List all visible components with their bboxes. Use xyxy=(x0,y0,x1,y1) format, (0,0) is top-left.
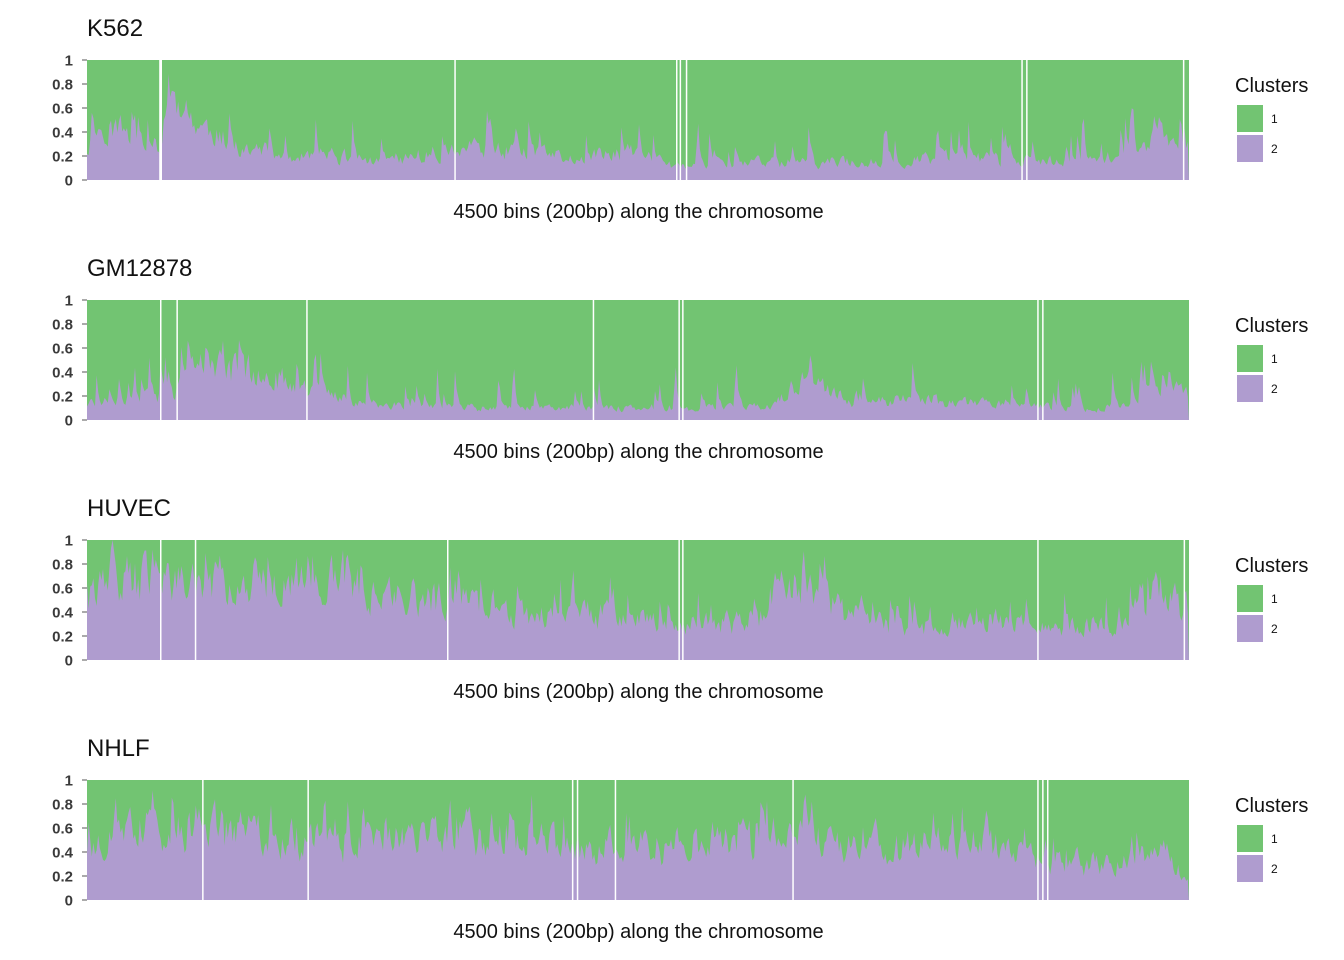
panel-title: NHLF xyxy=(87,735,150,762)
legend-key-1 xyxy=(1237,345,1263,372)
y-tick-label: 0.8 xyxy=(52,797,73,814)
gap-bin xyxy=(447,540,449,660)
y-tick-label: 0 xyxy=(65,653,73,670)
legend-key-1 xyxy=(1237,105,1263,132)
legend: Clusters 1 2 xyxy=(1235,75,1308,162)
gap-bin xyxy=(194,540,197,660)
gap-bin xyxy=(685,60,688,180)
y-tick-label: 1 xyxy=(65,533,73,550)
x-axis-label: 4500 bins (200bp) along the chromosome xyxy=(453,681,823,703)
gap-bin xyxy=(159,60,161,180)
gap-bin xyxy=(160,540,162,660)
gap-bin xyxy=(1037,780,1039,900)
x-axis-label: 4500 bins (200bp) along the chromosome xyxy=(453,921,823,943)
y-tick-label: 0 xyxy=(65,413,73,430)
legend: Clusters 1 2 xyxy=(1235,315,1308,402)
gap-bin xyxy=(682,300,684,420)
legend-key-1 xyxy=(1237,825,1263,852)
gap-bin xyxy=(1042,300,1044,420)
legend-title: Clusters xyxy=(1235,555,1308,577)
panel-title: K562 xyxy=(87,15,143,42)
y-tick-label: 0.6 xyxy=(52,581,73,598)
y-tick-label: 1 xyxy=(65,293,73,310)
legend-title: Clusters xyxy=(1235,315,1308,337)
y-tick-label: 0.6 xyxy=(52,101,73,118)
legend-label-1: 1 xyxy=(1271,592,1278,606)
y-tick-label: 0.6 xyxy=(52,341,73,358)
y-tick-label: 0.4 xyxy=(52,125,74,142)
panel-gm12878: GM12878 0 0.2 0.4 0.6 0.8 1 4500 bins (200bp) a… xyxy=(52,255,1308,463)
legend-key-1 xyxy=(1237,585,1263,612)
gap-bin xyxy=(592,300,595,420)
legend-label-1: 1 xyxy=(1271,112,1278,126)
gap-bin xyxy=(678,300,680,420)
panel-nhlf: NHLF 0 0.2 0.4 0.6 0.8 1 4500 bins (200bp) alon… xyxy=(52,735,1308,943)
legend-title: Clusters xyxy=(1235,795,1308,817)
gap-bin xyxy=(1021,60,1023,180)
gap-bin xyxy=(1026,60,1028,180)
legend-label-2: 2 xyxy=(1271,862,1278,876)
legend-label-1: 1 xyxy=(1271,832,1278,846)
series-cluster-2-area xyxy=(87,73,1189,180)
legend-label-2: 2 xyxy=(1271,622,1278,636)
legend-key-2 xyxy=(1237,135,1263,162)
gap-bin xyxy=(307,780,309,900)
legend-key-2 xyxy=(1237,615,1263,642)
y-tick-label: 0.8 xyxy=(52,77,73,94)
gap-bin xyxy=(676,60,678,180)
gap-bin xyxy=(614,780,617,900)
y-tick-label: 0.8 xyxy=(52,557,73,574)
y-tick-label: 0.8 xyxy=(52,317,73,334)
gap-bin xyxy=(682,540,684,660)
gap-bin xyxy=(792,780,794,900)
series-cluster-2-area xyxy=(87,540,1189,660)
y-tick-label: 1 xyxy=(65,53,73,70)
x-axis-label: 4500 bins (200bp) along the chromosome xyxy=(453,201,823,223)
gap-bin xyxy=(176,300,178,420)
gap-bin xyxy=(576,780,579,900)
gap-bin xyxy=(160,60,162,180)
y-tick-label: 0.4 xyxy=(52,605,74,622)
gap-bin xyxy=(1042,780,1044,900)
y-tick-label: 0 xyxy=(65,893,73,910)
y-tick-label: 0.4 xyxy=(52,845,74,862)
legend: Clusters 1 2 xyxy=(1235,795,1308,882)
y-tick-label: 0.4 xyxy=(52,365,74,382)
legend: Clusters 1 2 xyxy=(1235,555,1308,642)
gap-bin xyxy=(306,300,308,420)
y-tick-label: 0 xyxy=(65,173,73,190)
gap-bin xyxy=(1182,60,1185,180)
gap-bin xyxy=(678,540,680,660)
gap-bin xyxy=(1047,780,1049,900)
y-tick-label: 0.2 xyxy=(52,389,73,406)
gap-bin xyxy=(160,300,162,420)
legend-label-2: 2 xyxy=(1271,382,1278,396)
gap-bin xyxy=(1037,540,1039,660)
legend-key-2 xyxy=(1237,855,1263,882)
y-tick-label: 0.2 xyxy=(52,869,73,886)
legend-key-2 xyxy=(1237,375,1263,402)
legend-label-2: 2 xyxy=(1271,142,1278,156)
y-tick-label: 1 xyxy=(65,773,73,790)
y-tick-label: 0.2 xyxy=(52,629,73,646)
y-tick-label: 0.6 xyxy=(52,821,73,838)
panel-huvec: HUVEC 0 0.2 0.4 0.6 0.8 1 4500 bins (200bp) alo… xyxy=(52,495,1308,703)
gap-bin xyxy=(1037,300,1039,420)
series-cluster-2-area xyxy=(87,790,1189,900)
legend-label-1: 1 xyxy=(1271,352,1278,366)
panel-k562: K562 0 0.2 0.4 0.6 0.8 1 4500 bins (200bp) alon… xyxy=(52,15,1308,223)
gap-bin xyxy=(679,60,682,180)
panel-title: GM12878 xyxy=(87,255,192,282)
legend-title: Clusters xyxy=(1235,75,1308,97)
gap-bin xyxy=(202,780,204,900)
gap-bin xyxy=(1183,540,1186,660)
x-axis-label: 4500 bins (200bp) along the chromosome xyxy=(453,441,823,463)
gap-bin xyxy=(454,60,456,180)
gap-bin xyxy=(571,780,574,900)
y-tick-label: 0.2 xyxy=(52,149,73,166)
panel-title: HUVEC xyxy=(87,495,171,522)
series-cluster-2-area xyxy=(87,339,1189,420)
